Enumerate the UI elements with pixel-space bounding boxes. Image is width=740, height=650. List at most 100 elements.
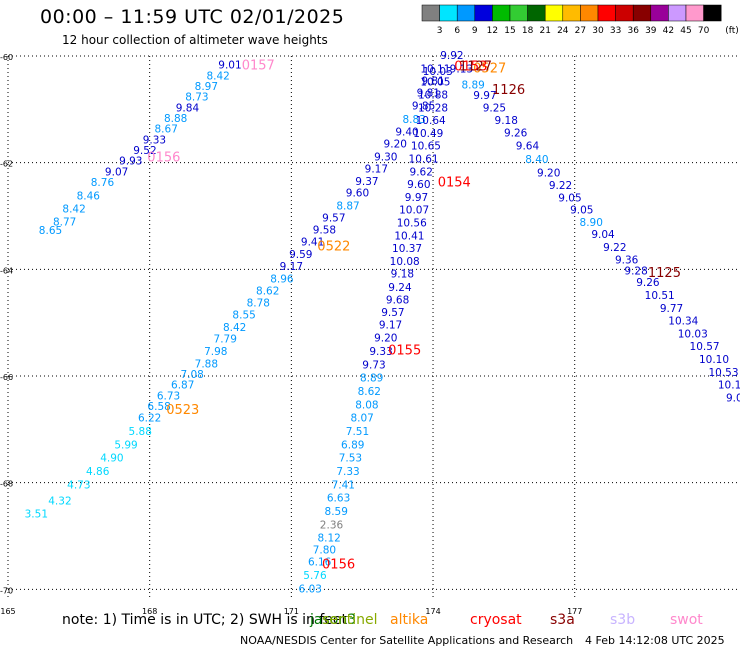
wave-height-point: 8.62 bbox=[256, 286, 279, 298]
wave-height-point: 10.28 bbox=[418, 102, 448, 114]
pass-time-label: 0523 bbox=[166, 403, 199, 418]
x-tick-label: 177 bbox=[567, 607, 582, 616]
wave-height-point: 6.16 bbox=[308, 557, 332, 569]
legend-swatch bbox=[509, 4, 528, 22]
wave-height-point: 7.41 bbox=[332, 479, 355, 491]
wave-height-point: 8.42 bbox=[223, 322, 246, 334]
wave-height-point: 9.20 bbox=[384, 139, 407, 151]
wave-height-point: 8.87 bbox=[336, 200, 359, 212]
legend-label: 27 bbox=[575, 26, 586, 36]
legend-swatch bbox=[632, 4, 652, 22]
wave-height-point: 8.42 bbox=[62, 204, 85, 216]
sat-label-cryosat: cryosat bbox=[470, 612, 522, 628]
wave-height-point: 9.58 bbox=[313, 224, 336, 236]
wave-height-point: 8.07 bbox=[350, 413, 373, 425]
wave-height-point: 10.88 bbox=[418, 89, 448, 101]
wave-height-point: 8.90 bbox=[580, 217, 603, 229]
sat-label-jason3: jason3 bbox=[310, 612, 357, 628]
credit-line: NOAA/NESDIS Center for Satellite Applica… bbox=[240, 634, 574, 647]
wave-height-point: 8.76 bbox=[91, 177, 115, 189]
wave-height-point: 10.10 bbox=[718, 380, 740, 392]
chart-title: 00:00 – 11:59 UTC 02/01/2025 bbox=[40, 6, 345, 28]
wave-height-point: 9.00 bbox=[726, 392, 740, 404]
y-tick-label: -60 bbox=[0, 53, 13, 62]
wave-height-point: 9.33 bbox=[143, 134, 166, 146]
wave-height-point: 8.42 bbox=[206, 70, 229, 82]
wave-height-point: 9.22 bbox=[549, 180, 572, 192]
legend-swatch bbox=[597, 4, 616, 22]
wave-height-point: 9.17 bbox=[365, 164, 388, 176]
wave-height-point: 3.51 bbox=[25, 509, 48, 521]
legend-swatch bbox=[544, 4, 564, 22]
wave-height-point: 10.37 bbox=[392, 243, 422, 255]
wave-height-point: 9.20 bbox=[374, 333, 397, 345]
satellite-track: 3.514.32 4.734.864.90 5.995.886.226.586.73… bbox=[25, 62, 507, 521]
legend-swatch bbox=[562, 4, 581, 22]
wave-height-point: 6.63 bbox=[327, 493, 350, 505]
wave-height-point: 9.17 bbox=[379, 319, 402, 331]
wave-height-point: 8.67 bbox=[155, 124, 178, 136]
wave-height-point: 8.40 bbox=[525, 154, 548, 166]
wave-height-point: 10.34 bbox=[668, 316, 698, 328]
legend-swatch bbox=[474, 4, 493, 22]
wave-height-point: 8.59 bbox=[325, 506, 348, 518]
wave-height-point: 9.24 bbox=[388, 282, 412, 294]
legend-label: 42 bbox=[663, 26, 674, 36]
wave-height-point: 9.05 bbox=[570, 205, 593, 217]
legend-swatch bbox=[492, 4, 511, 22]
legend-swatch bbox=[650, 4, 669, 22]
wave-height-point: 9.18 bbox=[495, 115, 518, 127]
wave-height-point: 10.41 bbox=[394, 230, 424, 242]
color-legend: 3 6 9 12 15 18 21 24 27 30 33 36 39 42 45 70 (ft) bbox=[421, 4, 739, 36]
legend-swatch bbox=[580, 4, 599, 22]
legend-unit: (ft) bbox=[725, 26, 739, 36]
wave-height-point: 9.57 bbox=[381, 307, 404, 319]
wave-height-point: 10.03 bbox=[423, 66, 453, 78]
wave-height-point: 9.97 bbox=[405, 192, 428, 204]
legend-label: 24 bbox=[557, 26, 569, 36]
legend-label: 39 bbox=[645, 26, 657, 36]
legend-label: 3 bbox=[437, 26, 443, 36]
sat-label-s3a: s3a bbox=[550, 612, 575, 628]
wave-height-point: 9.30 bbox=[374, 151, 397, 163]
legend-label: 45 bbox=[680, 26, 691, 36]
wave-height-point: 5.88 bbox=[129, 426, 152, 438]
wave-height-point: 10.51 bbox=[645, 290, 675, 302]
wave-height-point: 7.98 bbox=[204, 346, 227, 358]
grid bbox=[7, 55, 740, 600]
wave-height-point: 10.57 bbox=[690, 341, 720, 353]
wave-height-point: 8.97 bbox=[195, 81, 218, 93]
legend-label: 30 bbox=[592, 26, 604, 36]
wave-height-point: 9.36 bbox=[615, 254, 639, 266]
wave-height-point: 7.33 bbox=[336, 466, 359, 478]
wave-height-point: 10.07 bbox=[399, 205, 429, 217]
y-tick-label: -64 bbox=[0, 266, 13, 275]
wave-height-point: 8.88 bbox=[164, 113, 187, 125]
pass-time-label: 0155 bbox=[388, 343, 421, 358]
wave-height-point: 10.65 bbox=[411, 141, 441, 153]
pass-time-label: 0527 bbox=[473, 62, 506, 77]
generated-timestamp: 4 Feb 14:12:08 UTC 2025 bbox=[585, 634, 725, 647]
wave-height-point: 9.85 bbox=[412, 101, 435, 113]
pass-time-label: 0156 bbox=[147, 150, 180, 165]
wave-height-point: 9.81 bbox=[421, 76, 444, 88]
axes: -60 -62 -64 -66 -68 -70 165 168 171 174 177 bbox=[0, 53, 582, 616]
wave-height-point: 9.73 bbox=[362, 359, 385, 371]
wave-height-point: 10.10 bbox=[699, 354, 729, 366]
wave-height-point: 9.57 bbox=[322, 213, 345, 225]
pass-time-label: 0153 bbox=[454, 60, 487, 75]
legend-swatch bbox=[527, 4, 546, 22]
wave-height-point: 7.51 bbox=[346, 426, 369, 438]
wave-height-point: 6.87 bbox=[171, 380, 194, 392]
wave-height-point: 4.90 bbox=[100, 453, 123, 465]
pass-time-label: 0522 bbox=[317, 239, 350, 254]
pass-time-label: 0154 bbox=[438, 175, 471, 190]
sat-label-s3b: s3b bbox=[610, 612, 636, 628]
footer-note: note: 1) Time is in UTC; 2) SWH is in fe… bbox=[62, 612, 348, 628]
legend-swatch bbox=[456, 4, 476, 22]
wave-height-point: 8.46 bbox=[77, 190, 101, 202]
wave-height-point: 9.62 bbox=[410, 166, 433, 178]
wave-height-point: 9.97 bbox=[473, 90, 496, 102]
satellite-track: 6.035.766.167.808.12 2.368.596.63 7.417.33… bbox=[299, 60, 488, 596]
legend-swatch bbox=[439, 4, 458, 22]
